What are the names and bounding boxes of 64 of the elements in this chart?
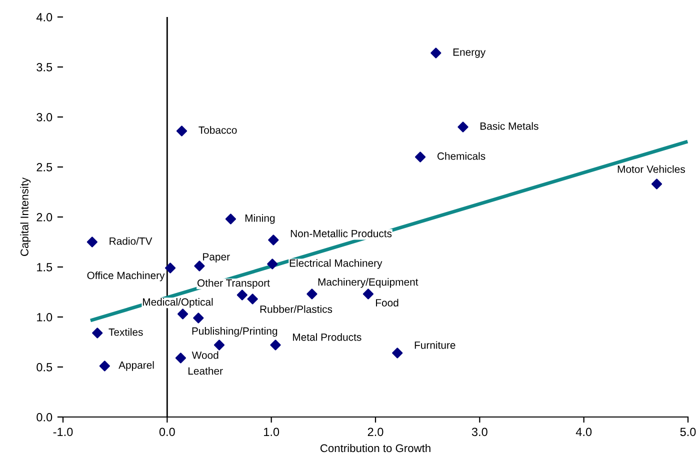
y-tick-label: 1.0: [37, 313, 52, 322]
x-tick-label: 5.0: [680, 428, 696, 436]
y-axis-title: Capital Intensity: [20, 177, 31, 256]
annotation: Mining: [245, 214, 275, 224]
annotation: Textiles: [108, 328, 143, 336]
point: [99, 360, 110, 372]
annotation: Food: [376, 298, 398, 307]
annotation: Office Machinery: [87, 271, 165, 282]
point: [236, 290, 248, 300]
y-tick-label: 0.5: [36, 363, 52, 372]
annotation: Non-Metallic Products: [290, 230, 392, 238]
y-tick-label: 0.0: [36, 413, 52, 422]
y-tick-label: 1.5: [37, 263, 52, 272]
y-tick-label: 4.0: [36, 13, 52, 22]
annotation: Rubber/Plastics: [260, 305, 332, 313]
point: [392, 348, 403, 358]
point: [362, 288, 374, 300]
y-tick-label: 2.0: [36, 213, 52, 222]
point: [164, 262, 176, 274]
point: [92, 328, 103, 338]
x-tick-label: 2.0: [368, 428, 384, 436]
point: [225, 214, 236, 224]
annotation: Apparel: [118, 361, 154, 371]
annotation: Medical/Optical: [142, 298, 213, 308]
point: [86, 236, 98, 248]
annotation: Radio/TV: [110, 237, 152, 245]
y-tick-label: 3.0: [36, 113, 52, 122]
x-axis-title: Contribution to Growth: [320, 444, 430, 452]
annotation: Publishing/Printing: [192, 327, 278, 337]
point: [214, 340, 225, 350]
annotation: Paper: [203, 253, 230, 263]
annotation: Furniture: [414, 341, 456, 349]
annotation: Wood: [192, 351, 218, 359]
point: [458, 122, 468, 132]
point: [414, 152, 426, 162]
point: [247, 294, 258, 304]
point: [177, 308, 188, 320]
point: [430, 48, 442, 58]
point: [651, 178, 662, 190]
point: [270, 340, 281, 350]
annotation: Leather: [188, 367, 223, 375]
y-tick-label: 3.5: [36, 63, 52, 72]
annotation: Chemicals: [437, 152, 486, 160]
point: [176, 126, 188, 136]
annotation: Basic Metals: [480, 122, 538, 130]
x-tick-label: 4.0: [576, 428, 592, 436]
annotation: Motor Vehicles: [618, 165, 685, 173]
point: [267, 258, 278, 270]
annotation: Metal Products: [293, 333, 362, 341]
annotation: Other Transport: [197, 279, 270, 289]
point: [306, 288, 318, 300]
point: [193, 312, 204, 324]
annotation: Electrical Machinery: [290, 259, 382, 269]
x-tick-label: 1.0: [264, 428, 280, 436]
x-tick-label: 3.0: [472, 428, 488, 436]
y-tick-label: 2.5: [36, 163, 52, 172]
annotation: Machinery/Equipment: [318, 278, 418, 288]
point: [194, 260, 205, 272]
x-tick-label: 0.0: [159, 428, 175, 436]
point: [268, 234, 279, 246]
x-tick-label: -1.0: [53, 428, 73, 436]
annotation: Energy: [453, 48, 486, 58]
annotation: Tobacco: [198, 126, 237, 134]
point: [175, 352, 186, 364]
